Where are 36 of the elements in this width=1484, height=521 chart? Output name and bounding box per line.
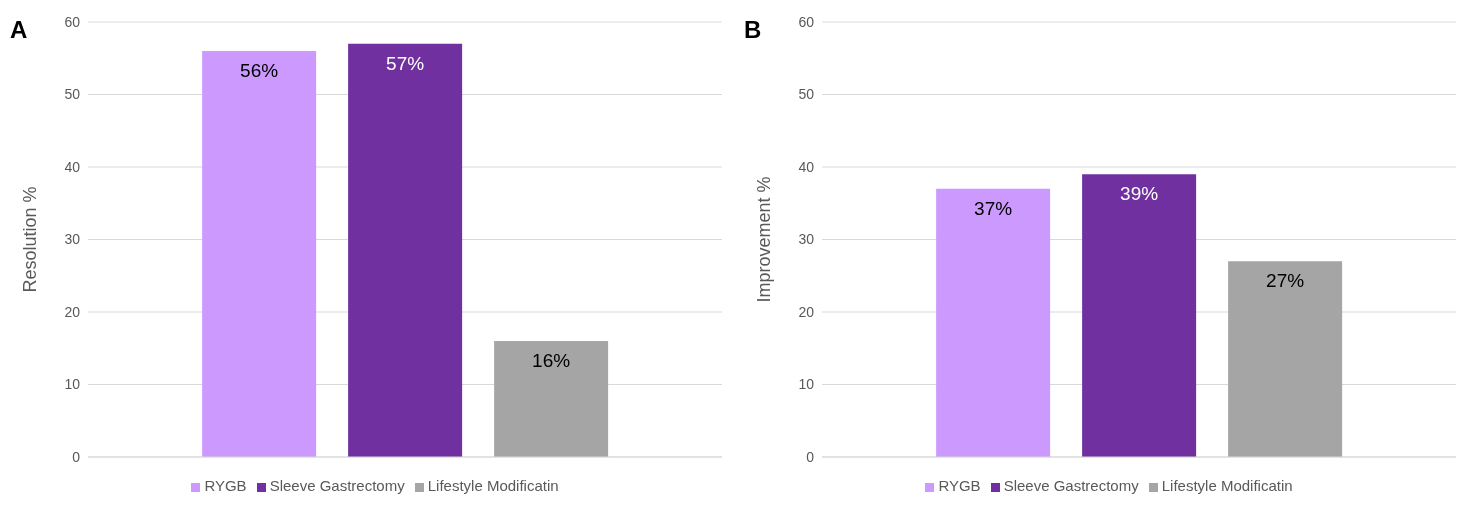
y-tick-label: 0 [72, 448, 81, 465]
bar [348, 43, 463, 457]
y-tick-label: 20 [798, 303, 815, 320]
legend-label: RYGB [938, 477, 981, 494]
bar [494, 341, 609, 457]
y-tick-label: 50 [798, 86, 815, 103]
y-tick-label: 10 [64, 376, 81, 393]
y-tick-label: 30 [64, 231, 81, 248]
legend-label: RYGB [204, 477, 247, 494]
y-tick-label: 0 [806, 448, 815, 465]
bar [1082, 174, 1197, 457]
chart-title: B [744, 16, 762, 44]
data-label: 39% [1120, 183, 1159, 205]
y-tick-label: 50 [64, 86, 81, 103]
legend-label: Lifestyle Modificatin [1161, 477, 1293, 494]
bar [936, 188, 1051, 457]
y-axis-title: Resolution % [20, 186, 41, 293]
y-tick-label: 10 [798, 376, 815, 393]
legend-label: Lifestyle Modificatin [427, 477, 559, 494]
bar [202, 51, 317, 457]
data-label: 16% [532, 350, 571, 371]
bar [1228, 261, 1343, 457]
y-tick-label: 60 [64, 13, 81, 30]
y-axis-title: Improvement % [754, 176, 775, 303]
y-tick-label: 40 [64, 158, 81, 175]
data-label: 37% [974, 197, 1013, 219]
y-tick-label: 30 [798, 231, 815, 248]
legend-label: Sleeve Gastrectomy [269, 477, 405, 494]
y-tick-label: 60 [798, 13, 815, 30]
y-tick-label: 20 [64, 303, 81, 320]
data-label: 57% [386, 52, 425, 74]
data-label: 56% [240, 60, 279, 81]
legend-label: Sleeve Gastrectomy [1003, 477, 1139, 494]
data-label: 27% [1266, 270, 1305, 292]
chart-title: A [10, 16, 28, 44]
y-tick-label: 40 [798, 158, 815, 175]
